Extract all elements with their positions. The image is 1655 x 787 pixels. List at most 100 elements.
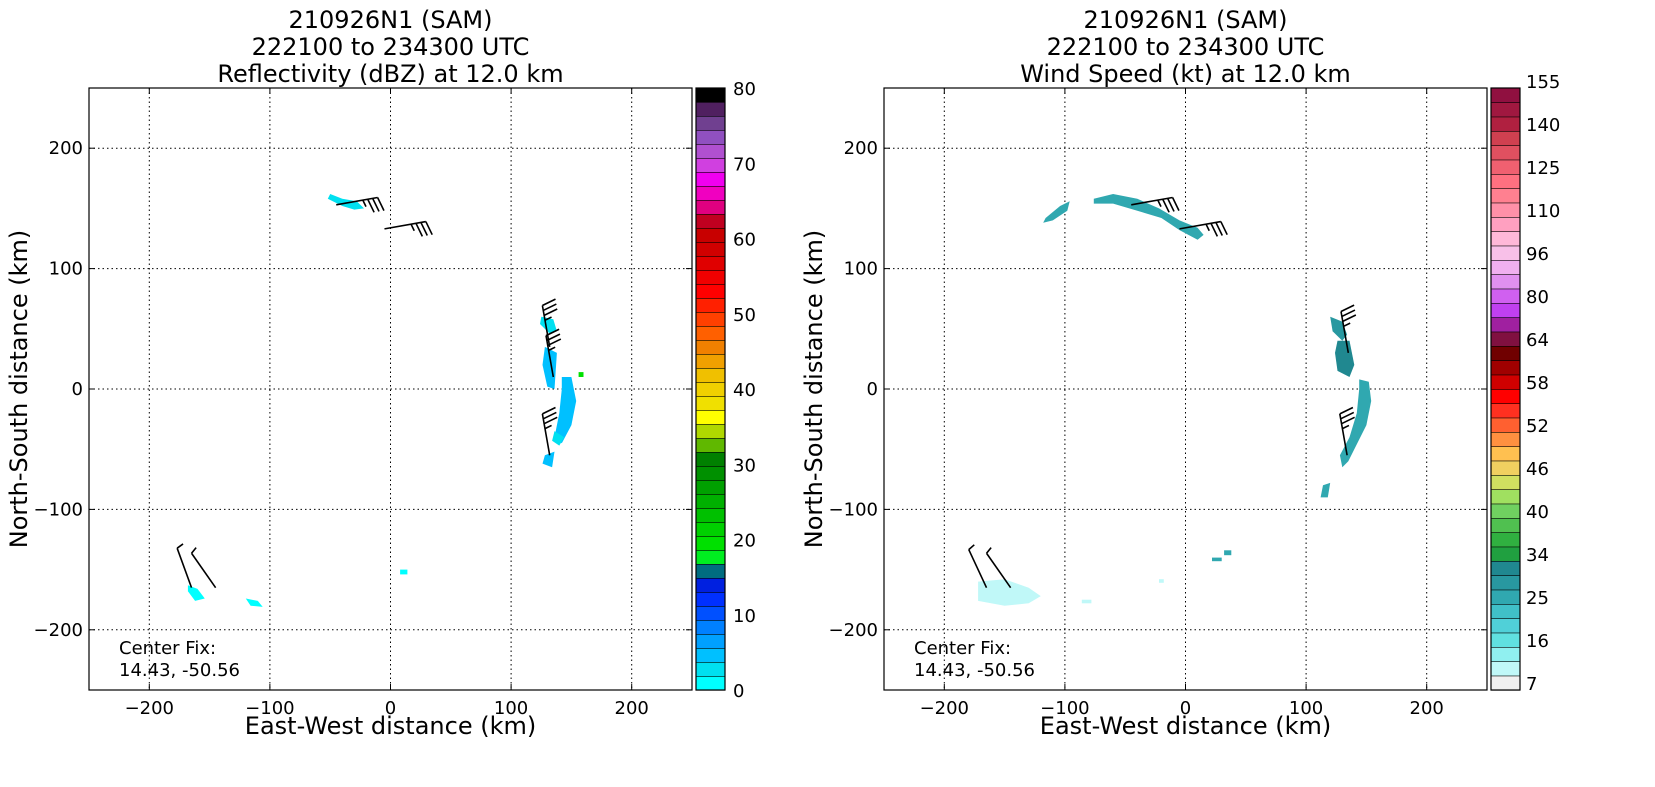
colorbar-segment-21 — [695, 381, 726, 397]
wind-barb-0 — [336, 196, 385, 213]
colorbar-segment-3 — [695, 633, 726, 649]
colorbar: 7 16 25 34 40 46 52 58 64 80 96 110 125 140 155 — [1490, 72, 1560, 695]
data-region-5 — [542, 451, 555, 468]
colorbar-segment-34 — [1490, 188, 1521, 204]
data-region-7 — [245, 598, 263, 607]
colorbar-segment-3 — [1490, 632, 1521, 648]
colorbar: 0 10 20 30 40 50 60 70 80 — [695, 79, 756, 702]
data-region-4 — [552, 431, 565, 446]
colorbar-tick-label-12: 125 — [1526, 158, 1560, 179]
colorbar-segment-42 — [695, 87, 726, 103]
barb-flag — [542, 406, 556, 415]
barb-flag — [1171, 197, 1180, 211]
colorbar-segment-11 — [1490, 517, 1521, 533]
colorbar-tick-label-11: 110 — [1526, 201, 1560, 222]
wind-barb-4 — [541, 406, 558, 456]
colorbar-segment-36 — [1490, 159, 1521, 175]
x-tick-label-3: 100 — [1289, 698, 1323, 719]
y-tick-label-3: 100 — [844, 259, 878, 280]
x-tick-label-2: 0 — [385, 698, 396, 719]
wind-barbs — [968, 196, 1357, 589]
colorbar-segment-8 — [695, 563, 726, 579]
y-tick-label-1: −100 — [829, 499, 878, 520]
wind-barb-2 — [1340, 304, 1357, 354]
y-tick-label-4: 200 — [844, 138, 878, 159]
colorbar-segment-2 — [695, 647, 726, 663]
colorbar-tick-label-5: 46 — [1526, 459, 1549, 480]
colorbar-segment-14 — [695, 479, 726, 495]
colorbar-segment-18 — [695, 423, 726, 439]
colorbar-segment-25 — [1490, 317, 1521, 333]
barb-flag — [543, 416, 558, 425]
colorbar-frame — [1490, 87, 1521, 691]
data-region-8 — [978, 579, 1041, 606]
colorbar-tick-label-7: 58 — [1526, 373, 1549, 394]
barb-flag — [546, 333, 561, 342]
data-region-3 — [554, 377, 577, 444]
colorbar-segment-19 — [695, 409, 726, 425]
colorbar-segment-41 — [1490, 87, 1521, 103]
barb-flag — [371, 198, 380, 212]
data-region-5 — [1320, 482, 1331, 498]
colorbar-segment-12 — [1490, 503, 1521, 519]
data-region-1 — [540, 316, 557, 334]
colorbar-segment-29 — [1490, 259, 1521, 275]
barb-staff — [968, 549, 988, 588]
barb-flag — [545, 328, 560, 337]
colorbar-tick-label-3: 34 — [1526, 545, 1549, 566]
barb-flag — [542, 303, 557, 312]
grid — [89, 88, 692, 690]
data-region-2 — [542, 346, 557, 389]
x-tick-label-1: −100 — [245, 698, 294, 719]
colorbar-tick-label-14: 155 — [1526, 72, 1560, 93]
colorbar-segment-38 — [1490, 130, 1521, 146]
chart-title-line-2: 222100 to 234300 UTC — [252, 33, 530, 61]
chart-title-line-1: 210926N1 (SAM) — [1084, 6, 1288, 34]
x-tick-label-2: 0 — [1180, 698, 1191, 719]
colorbar-segment-31 — [1490, 231, 1521, 247]
center-fix-line-1: Center Fix: — [119, 638, 216, 659]
barb-flag — [1341, 416, 1355, 425]
colorbar-segment-38 — [695, 143, 726, 159]
colorbar-segment-15 — [1490, 460, 1521, 476]
y-axis-label: North-South distance (km) — [800, 230, 828, 549]
colorbar-segment-37 — [1490, 145, 1521, 161]
colorbar-segment-39 — [695, 129, 726, 145]
colorbar-segment-15 — [695, 465, 726, 481]
colorbar-segment-28 — [1490, 274, 1521, 290]
colorbar-segment-22 — [1490, 360, 1521, 376]
barb-flag — [1220, 221, 1228, 236]
colorbar-segment-24 — [695, 339, 726, 355]
colorbar-segment-12 — [695, 507, 726, 523]
data-layer — [187, 194, 584, 607]
colorbar-segment-23 — [1490, 345, 1521, 361]
colorbar-segment-16 — [695, 451, 726, 467]
colorbar-segment-19 — [1490, 403, 1521, 419]
wind-barb-3 — [1339, 406, 1355, 456]
barb-staff — [541, 413, 551, 456]
barb-half-flag — [190, 547, 197, 554]
x-axis-label: East-West distance (km) — [1040, 712, 1331, 740]
x-tick-label-3: 100 — [494, 698, 528, 719]
y-tick-label-2: 0 — [867, 379, 878, 400]
barb-staff — [1131, 196, 1173, 206]
barb-flag — [1341, 309, 1356, 318]
x-tick-label-1: −100 — [1040, 698, 1089, 719]
colorbar-segment-10 — [695, 535, 726, 551]
barb-half-flag — [176, 543, 184, 549]
center-fix-line-1: Center Fix: — [914, 638, 1011, 659]
wind-barb-0 — [1131, 196, 1180, 213]
wind-barb-1 — [1179, 220, 1228, 237]
barb-half-flag — [968, 544, 975, 551]
wind-barb-3 — [545, 328, 562, 378]
colorbar-segment-1 — [695, 661, 726, 677]
colorbar-tick-label-0: 0 — [733, 681, 744, 702]
barb-flag — [376, 197, 385, 211]
wind-barb-2 — [541, 298, 558, 347]
colorbar-segment-36 — [695, 171, 726, 187]
wind-barb-5 — [176, 543, 193, 588]
colorbar-tick-label-5: 50 — [733, 305, 756, 326]
barb-half-flag — [1343, 322, 1351, 328]
y-tick-label-4: 200 — [49, 138, 83, 159]
wind-barb-5 — [985, 547, 1012, 589]
